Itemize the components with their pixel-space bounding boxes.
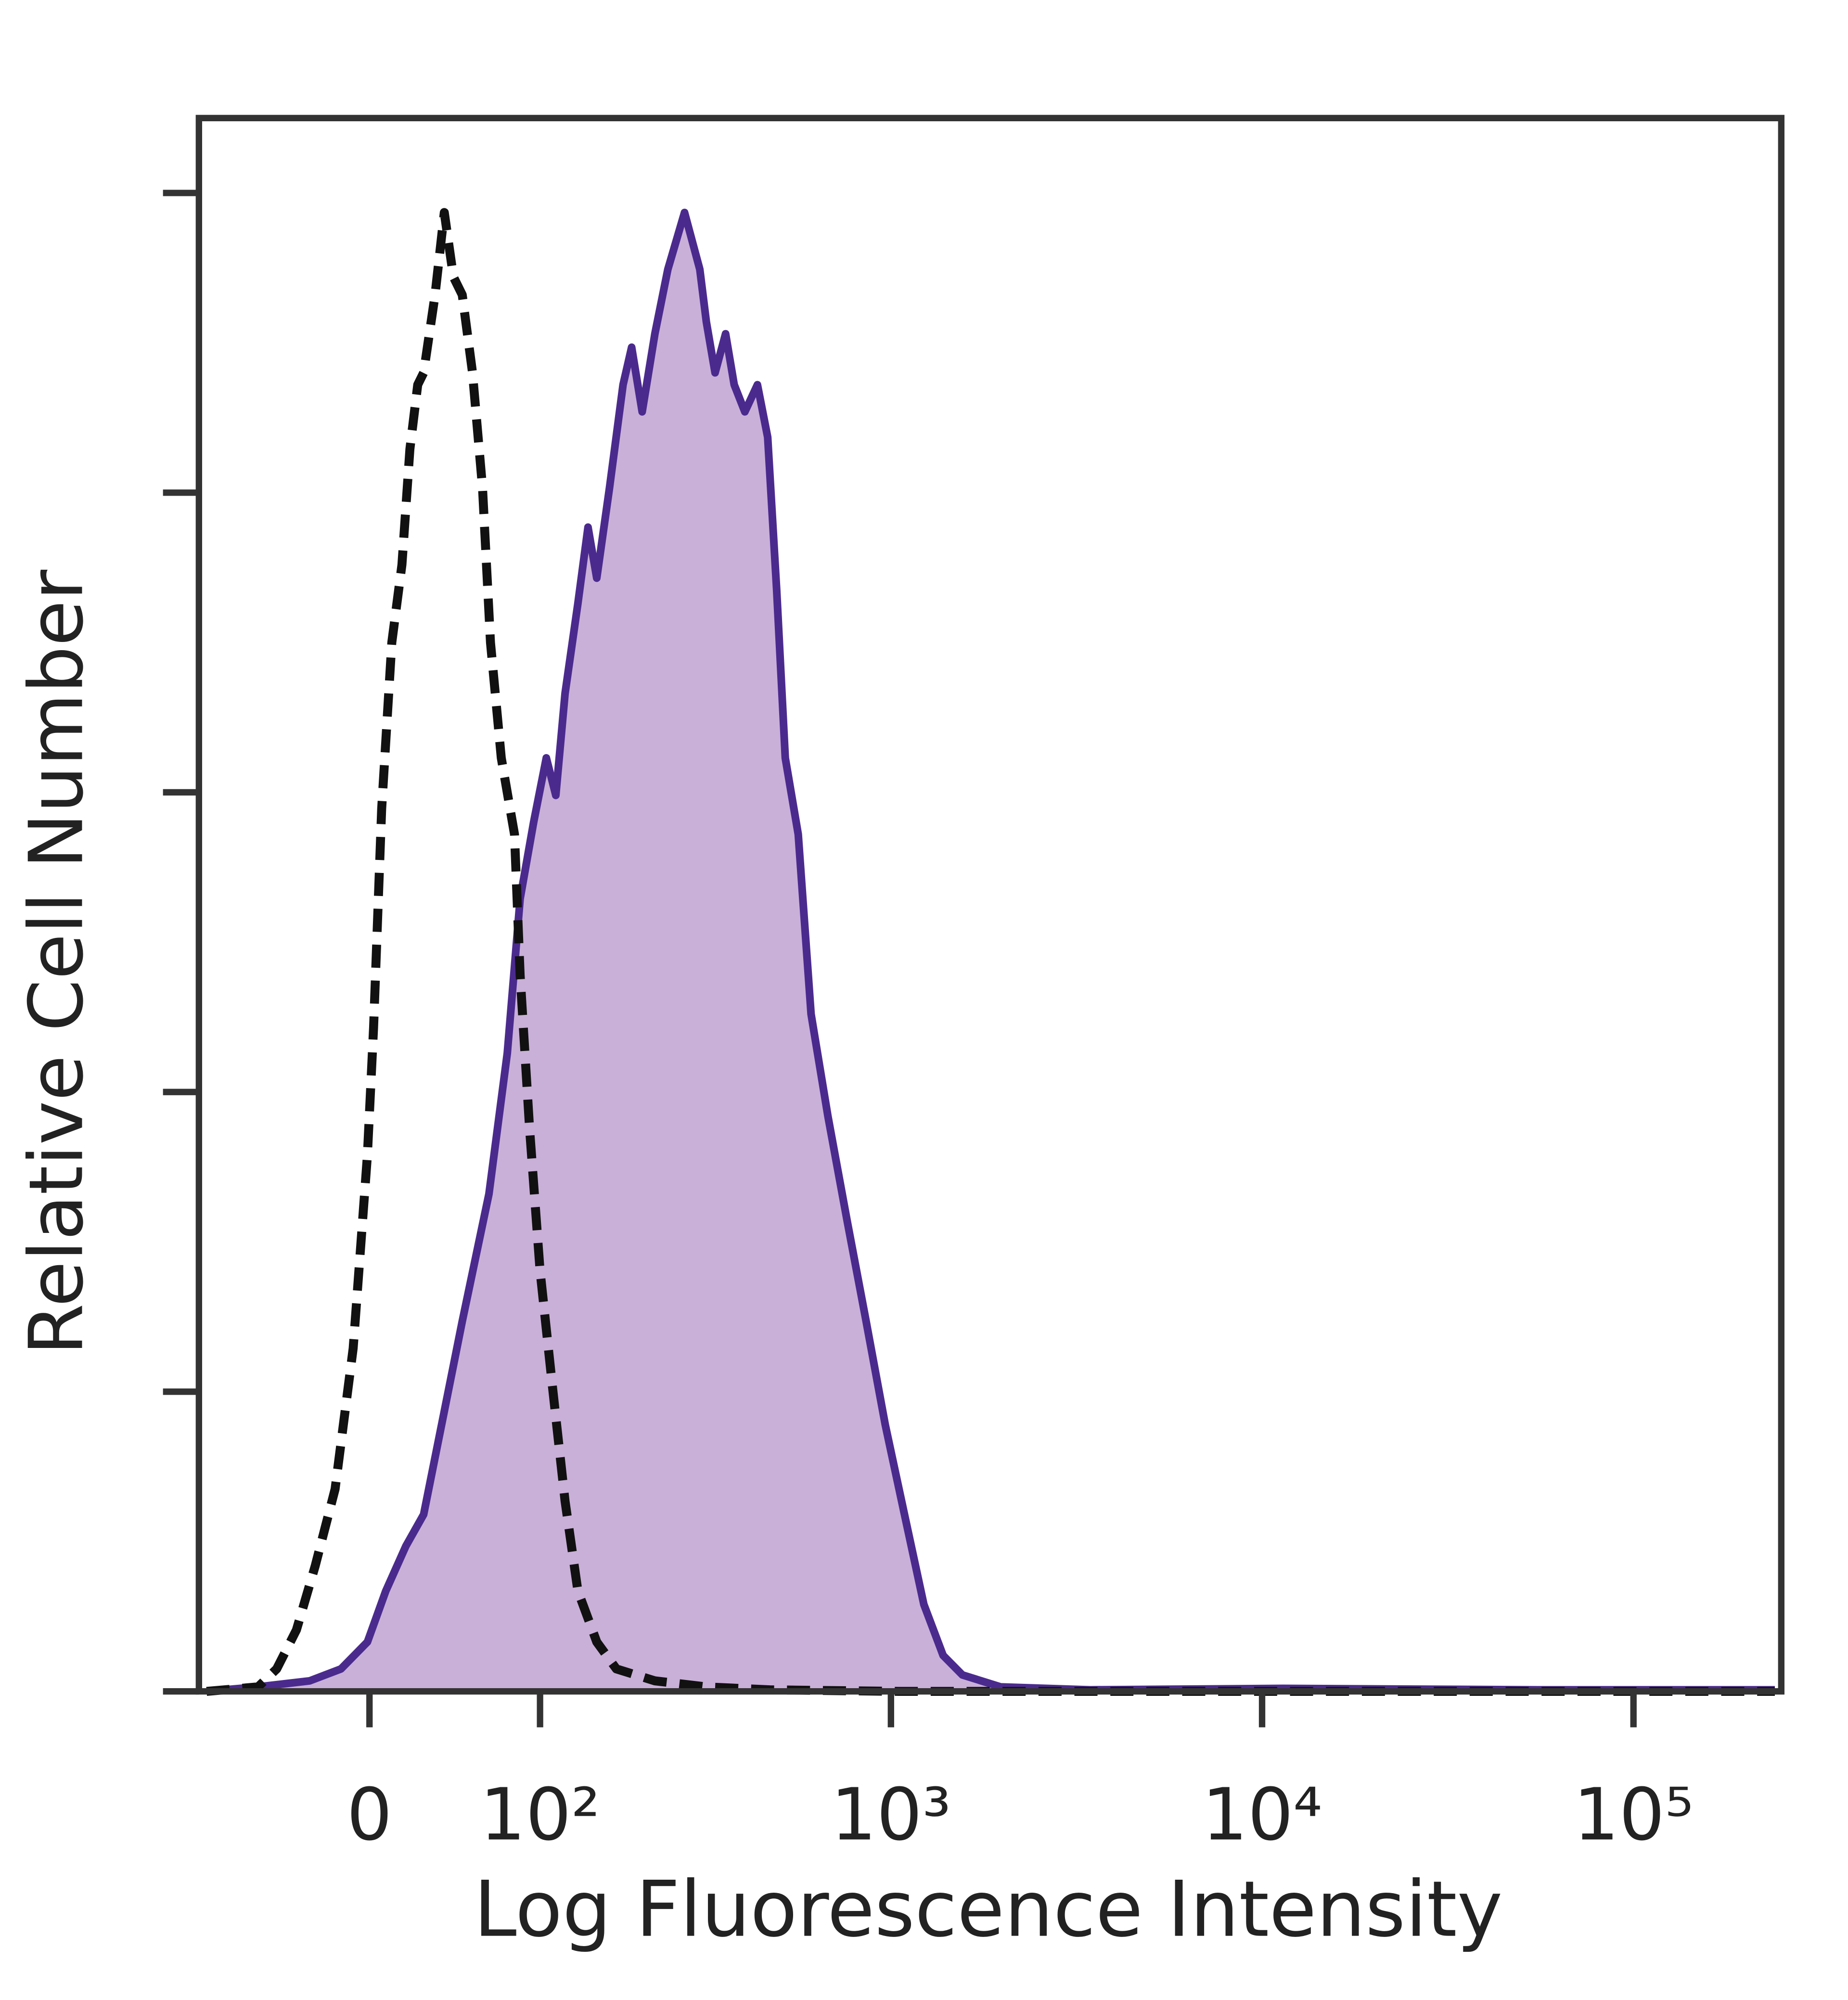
x-axis-title: Log Fluorescence Intensity xyxy=(474,1864,1502,1954)
x-tick-label: 0 xyxy=(346,1773,392,1857)
histogram-line xyxy=(206,208,1775,1695)
x-tick-label: 10⁵ xyxy=(1573,1773,1694,1857)
x-tick-label: 10⁴ xyxy=(1202,1773,1322,1857)
histogram-line xyxy=(206,208,1775,1696)
x-tick-label: 10² xyxy=(480,1773,600,1857)
y-axis-title: Relative Cell Number xyxy=(13,569,100,1355)
x-tick-label: 10³ xyxy=(831,1773,951,1857)
plot-frame xyxy=(195,115,1784,1695)
histogram-area xyxy=(206,212,1775,1692)
